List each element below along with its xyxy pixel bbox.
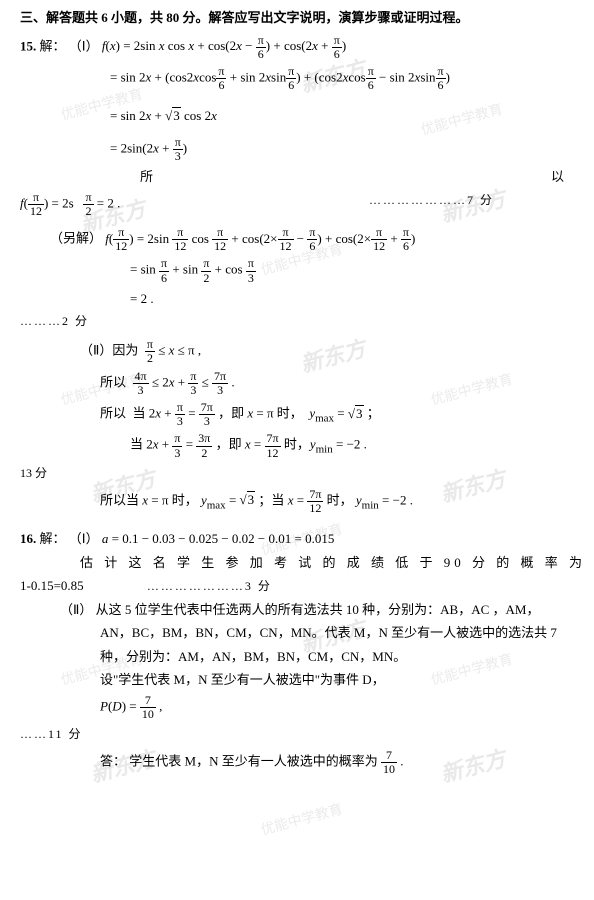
q15-alt: （另解） f(π12) = 2sin π12 cos π12 + cos(2×π…	[20, 226, 574, 253]
q15-eq1: f(x) = 2sin x cos x + cos(2x − π6) + cos…	[102, 38, 346, 53]
watermark-sub: 优能中学教育	[259, 799, 346, 841]
q15-alt-eq2: = sin π6 + sin π2 + cos π3	[20, 257, 574, 284]
q15-p2-l2: 所以 4π3 ≤ 2x + π3 ≤ 7π3 .	[20, 370, 574, 397]
q15-p2-l3: 所以 当 2x + π3 = 7π3 ，即 x = π 时， ymax = 3 …	[20, 401, 574, 428]
q16-p1-l2: 估 计 这 名 学 生 参 加 考 试 的 成 绩 低 于 90 分 的 概 率…	[20, 553, 574, 573]
q16-p2-l4: 设"学生代表 M，N 至少有一人被选中"为事件 D，	[20, 670, 574, 690]
q15-number: 15.	[20, 38, 36, 53]
so-right: 以	[551, 167, 564, 187]
q16-part1-label: （Ⅰ）	[69, 531, 99, 546]
section-header: 三、解答题共 6 小题，共 80 分。解答应写出文字说明，演算步骤或证明过程。	[20, 8, 574, 28]
q15-alt-eq3: = 2 .	[20, 289, 574, 309]
prob-value: 1-0.15=0.85	[20, 578, 84, 593]
q15-p2-l4: 当 2x + π3 = 3π2 ，即 x = 7π12 时，ymin = −2 …	[20, 432, 574, 459]
q15-eq3: = sin 2x + 3 cos 2x	[20, 106, 574, 126]
score-3: …………………3 分	[147, 579, 272, 593]
q16-number: 16.	[20, 531, 36, 546]
q15-solution-label: 解：	[40, 38, 66, 53]
q15-alt-eq1: f(π12) = 2sin π12 cos π12 + cos(2×π12 − …	[105, 231, 415, 246]
q16-p2-l3: 种，分别为：AM，AN，BM，BN，CM，CN，MN。	[20, 647, 574, 667]
q15-p2-l1: （Ⅱ）因为 π2 ≤ x ≤ π ,	[20, 338, 574, 365]
q16-p2-l5: P(D) = 710 ,	[20, 694, 574, 721]
q15-line1: 15. 解： （Ⅰ） f(x) = 2sin x cos x + cos(2x …	[20, 34, 574, 61]
score-13: 13 分	[20, 464, 574, 482]
so-text: 所以	[100, 374, 126, 389]
q16-p2-text1: 从这 5 位学生代表中任选两人的所有选法共 10 种，分别为：AB，AC ，AM…	[96, 602, 540, 617]
q16-p1-l3: 1-0.15=0.85 …………………3 分	[20, 576, 574, 596]
score-11: ……11 分	[20, 725, 574, 743]
q15-eq4: = 2sin(2x + π3)	[20, 136, 574, 163]
q16-line1: 16. 解： （Ⅰ） a = 0.1 − 0.03 − 0.025 − 0.02…	[20, 529, 574, 549]
q16-part2-label: （Ⅱ）	[60, 602, 92, 617]
q16-solution-label: 解：	[40, 531, 66, 546]
q15-eq5: f(π12) = 2s π2 = 2 . …………………7 分	[20, 191, 574, 218]
q15-so: 所 以	[20, 167, 574, 187]
q16-answer: 答： 学生代表 M，N 至少有一人被选中的概率为 710 .	[20, 749, 574, 776]
q16-p2-l1: （Ⅱ） 从这 5 位学生代表中任选两人的所有选法共 10 种，分别为：AB，AC…	[20, 600, 574, 620]
answer-label: 答：	[100, 754, 126, 769]
so-left: 所	[140, 167, 153, 187]
score-7: …………………7 分	[369, 191, 494, 209]
score-2: ………2 分	[20, 312, 574, 330]
q16-p2-l2: AN，BC，BM，BN，CM，CN，MN。代表 M，N 至少有一人被选中的选法共…	[20, 623, 574, 643]
q15-part1-label: （Ⅰ）	[69, 38, 99, 53]
q16-eq1: a = 0.1 − 0.03 − 0.025 − 0.02 − 0.01 = 0…	[102, 531, 335, 546]
q15-eq2: = sin 2x + (cos2xcosπ6 + sin 2xsinπ6) + …	[20, 65, 574, 92]
page-content: 三、解答题共 6 小题，共 80 分。解答应写出文字说明，演算步骤或证明过程。 …	[20, 8, 574, 776]
alt-label: （另解）	[50, 231, 102, 246]
q15-conclusion: 所以当 x = π 时， ymax = 3 ；当 x = 7π12 时， ymi…	[20, 488, 574, 515]
p2-label: （Ⅱ）因为	[80, 343, 138, 358]
